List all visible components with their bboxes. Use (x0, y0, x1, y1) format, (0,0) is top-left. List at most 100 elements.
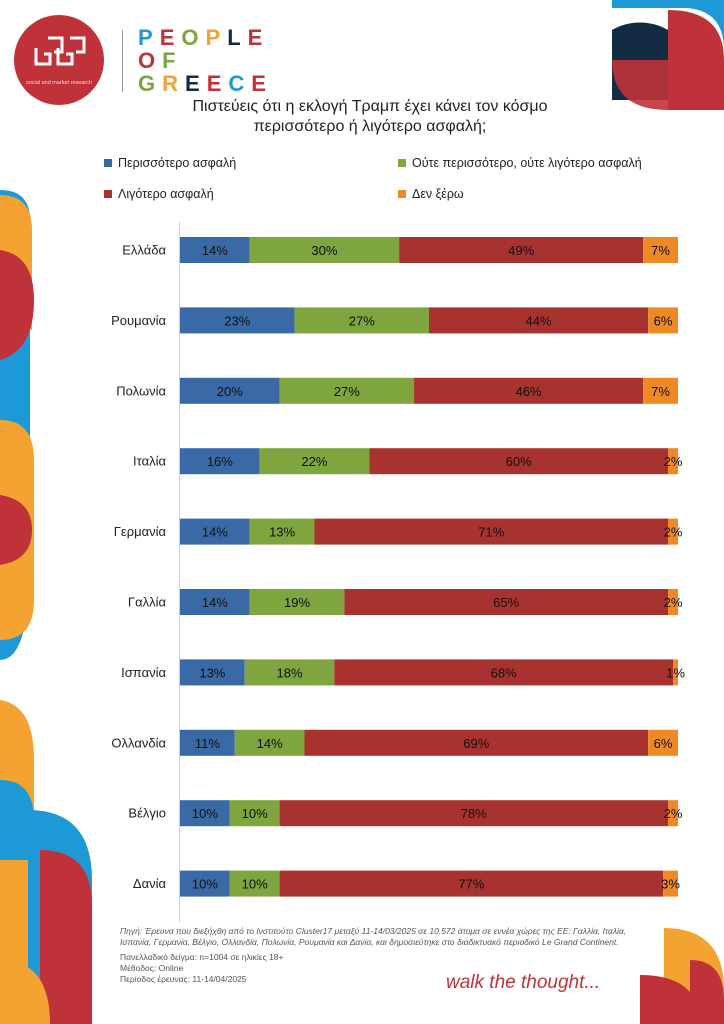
bar-segment (180, 800, 230, 827)
data-label: 27% (349, 313, 375, 328)
bar-segment (229, 870, 280, 897)
data-label: 3% (661, 877, 680, 892)
legend-item-neither: Ούτε περισσότερο, ούτε λιγότερο ασφαλή (398, 156, 642, 170)
category-label: Βέλγιο (128, 806, 166, 821)
logo-subtitle: social and market research (25, 80, 93, 86)
bar-segment (643, 237, 678, 263)
category-label: Ελλάδα (122, 243, 166, 258)
bar-segment (668, 448, 678, 475)
tagline: walk the thought... (446, 972, 601, 993)
bar-segment (279, 800, 669, 827)
header-divider (122, 30, 123, 92)
category-label: Ισπανία (121, 665, 166, 680)
bar-segment (294, 307, 429, 334)
data-label: 19% (284, 595, 310, 610)
bar-segment (279, 870, 664, 897)
bar-segment (643, 377, 678, 404)
bar-segment (234, 729, 305, 756)
data-label: 11% (195, 736, 220, 751)
brand-wordmark: PEOPLE OF GREECE (138, 26, 273, 95)
category-label: Δανία (133, 876, 167, 891)
data-label: 6% (654, 313, 673, 328)
legend-item-less-safe: Λιγότερο ασφαλή (104, 187, 214, 201)
data-label: 14% (257, 736, 283, 751)
bar-segment (249, 237, 400, 263)
bar-segment (304, 729, 649, 756)
bar-segment (180, 377, 280, 404)
bar-segment (249, 518, 315, 545)
top-right-decoration (612, 0, 724, 110)
bar-segment (668, 589, 678, 615)
data-label: 14% (202, 595, 228, 610)
bar-segment (314, 518, 669, 545)
footer-source: Πηγή: Έρευνα που διεξήχθη από το Ινστιτο… (120, 926, 627, 947)
logo-mark-icon (34, 36, 86, 66)
data-label: 23% (224, 313, 250, 328)
data-label: 10% (242, 877, 268, 892)
data-label: 7% (651, 384, 670, 399)
bottom-right-decoration (640, 928, 724, 1024)
category-label: Ιταλία (133, 454, 166, 469)
data-label: 10% (192, 877, 218, 892)
brand-line-1: PEOPLE (138, 25, 270, 50)
bar-segment (279, 377, 415, 404)
data-label: 2% (664, 454, 683, 469)
left-side-decoration (0, 190, 92, 1024)
data-label: 10% (192, 806, 218, 821)
data-label: 6% (654, 736, 673, 751)
category-label: Γερμανία (114, 524, 167, 539)
bar-segment (180, 237, 250, 263)
data-label: 2% (664, 595, 683, 610)
bar-segment (180, 870, 230, 897)
bar-segment (414, 377, 644, 404)
bar-segment (244, 659, 335, 686)
data-label: 14% (202, 243, 228, 258)
legend-swatch (398, 190, 406, 198)
bar-segment (180, 729, 235, 756)
data-label: 68% (491, 665, 517, 680)
legend-label: Δεν ξέρω (412, 187, 464, 201)
data-label: 44% (526, 313, 552, 328)
data-label: 2% (664, 525, 683, 540)
data-label: 65% (493, 595, 519, 610)
bar-segment (180, 659, 245, 686)
legend-swatch (104, 190, 112, 198)
data-label: 77% (458, 877, 484, 892)
data-label: 20% (217, 384, 243, 399)
data-label: 22% (301, 454, 327, 469)
title-line-1: Πιστεύεις ότι η εκλογή Τραμπ έχει κάνει … (192, 98, 548, 115)
legend-swatch (104, 159, 112, 167)
bar-segment (673, 659, 678, 686)
data-label: 13% (269, 525, 295, 540)
data-label: 14% (202, 525, 228, 540)
bar-segment (180, 589, 250, 615)
bar-segment (180, 307, 295, 334)
bar-segment (648, 307, 678, 334)
category-label: Ρουμανία (111, 313, 166, 328)
data-label: 7% (651, 243, 670, 258)
data-label: 78% (461, 806, 487, 821)
data-label: 46% (516, 384, 542, 399)
bar-segment (259, 448, 370, 475)
bar-segment (344, 589, 669, 615)
bar-segment (429, 307, 649, 334)
bar-segment (663, 870, 678, 897)
data-label: 13% (199, 665, 225, 680)
legend-label: Λιγότερο ασφαλή (118, 187, 214, 201)
bar-segment (369, 448, 669, 475)
data-label: 2% (664, 806, 683, 821)
data-label: 71% (478, 525, 504, 540)
bar-segment (180, 448, 260, 475)
brand-line-3: GREECE (138, 71, 273, 96)
bar-segment (249, 589, 345, 615)
data-label: 10% (242, 806, 268, 821)
data-label: 1% (666, 665, 685, 680)
bar-segment (668, 800, 678, 827)
bar-segment (180, 518, 250, 545)
data-label: 69% (463, 736, 489, 751)
legend-item-dont-know: Δεν ξέρω (398, 187, 464, 201)
data-label: 16% (207, 454, 233, 469)
bar-segment (229, 800, 280, 827)
